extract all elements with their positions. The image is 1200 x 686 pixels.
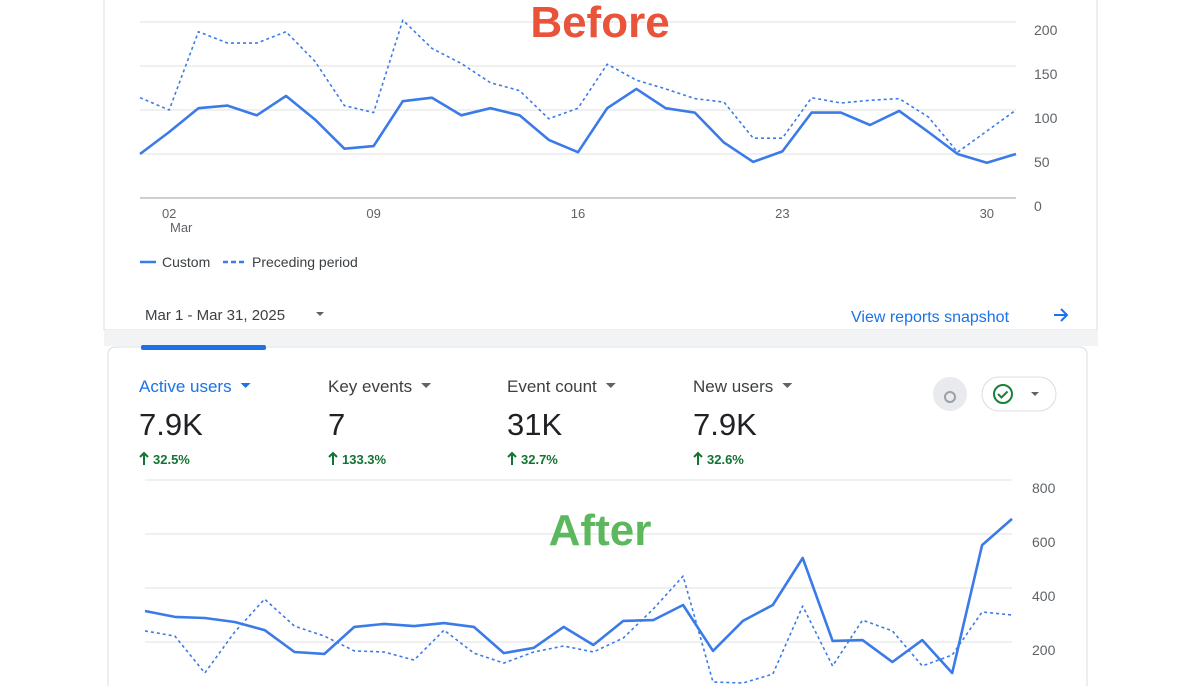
x-tick-label: 23	[775, 206, 789, 221]
metric-value: 7.9K	[139, 407, 203, 442]
x-tick-label: 09	[366, 206, 380, 221]
up-arrow-icon	[328, 451, 338, 465]
check-mark	[997, 390, 1009, 399]
y-tick-label: 100	[1034, 110, 1058, 126]
dropdown-icon[interactable]	[316, 312, 324, 316]
y-tick-label: 50	[1034, 154, 1050, 170]
x-tick-label: 16	[571, 206, 585, 221]
metric-change: 32.6%	[707, 452, 744, 467]
dropdown-icon[interactable]	[1031, 392, 1039, 396]
y-tick-label: 600	[1032, 534, 1056, 550]
metric-label[interactable]: Active users	[139, 377, 232, 396]
badge-icon-detail	[944, 391, 956, 403]
x-sublabel: Mar	[170, 220, 193, 235]
up-arrow-icon	[139, 451, 149, 465]
series-line	[139, 87, 1017, 165]
metric-value: 7.9K	[693, 407, 757, 442]
legend-label: Preceding period	[252, 254, 358, 270]
series-line	[144, 575, 1013, 684]
arrow-icon[interactable]	[1054, 308, 1069, 322]
tab-indicator	[141, 345, 266, 350]
before-heading: Before	[530, 0, 669, 47]
y-tick-label: 400	[1032, 588, 1056, 604]
y-tick-label: 150	[1034, 66, 1058, 82]
dropdown-icon[interactable]	[421, 383, 432, 388]
metric-value: 7	[328, 407, 345, 442]
y-tick-label: 200	[1034, 22, 1058, 38]
metric-value: 31K	[507, 407, 562, 442]
metric-label[interactable]: Event count	[507, 377, 597, 396]
metric-label[interactable]: Key events	[328, 377, 412, 396]
metric-change: 133.3%	[342, 452, 387, 467]
date-range[interactable]: Mar 1 - Mar 31, 2025	[145, 307, 285, 324]
up-arrow-icon	[507, 451, 517, 465]
y-tick-label: 200	[1032, 642, 1056, 658]
bottom-card	[107, 346, 1088, 686]
dropdown-icon[interactable]	[240, 383, 251, 388]
badge-icon[interactable]	[933, 377, 967, 411]
y-tick-label: 0	[1034, 198, 1042, 214]
after-heading: After	[549, 506, 652, 555]
x-tick-label: 02	[162, 206, 176, 221]
legend-label: Custom	[162, 254, 210, 270]
separator	[104, 330, 1098, 346]
metric-change: 32.7%	[521, 452, 558, 467]
metric-change: 32.5%	[153, 452, 190, 467]
snapshot-link[interactable]: View reports snapshot	[851, 309, 1010, 326]
series-line	[144, 517, 1013, 675]
dropdown-icon[interactable]	[605, 383, 616, 388]
y-tick-label: 800	[1032, 480, 1056, 496]
check-icon	[993, 384, 1013, 404]
metric-label[interactable]: New users	[693, 377, 773, 396]
x-tick-label: 30	[980, 206, 994, 221]
up-arrow-icon	[693, 451, 703, 465]
top-card	[103, 0, 1098, 331]
dropdown-icon[interactable]	[782, 383, 793, 388]
